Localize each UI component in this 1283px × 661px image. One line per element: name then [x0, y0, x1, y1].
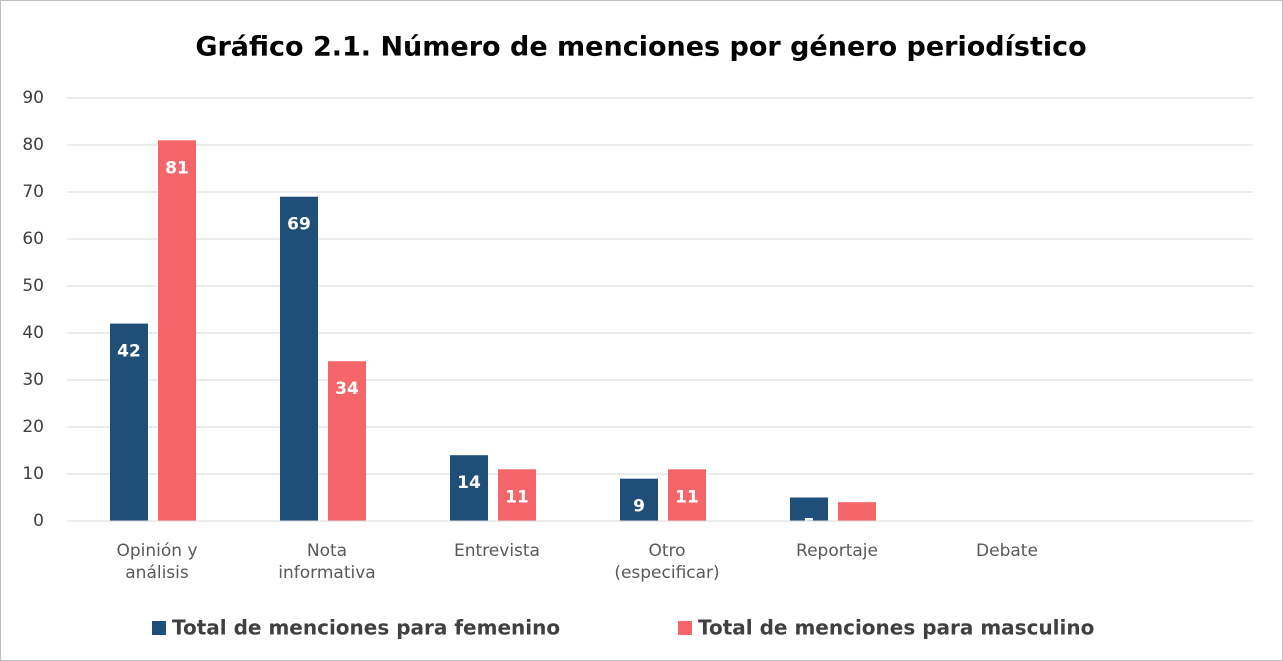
legend-swatch — [678, 621, 692, 635]
data-label: 14 — [457, 473, 481, 493]
x-tick-label: Debate — [976, 541, 1038, 561]
data-label: 34 — [335, 379, 359, 399]
y-tick-label: 40 — [22, 323, 44, 343]
x-tick-label: Entrevista — [454, 541, 540, 561]
legend-label: Total de menciones para femenino — [172, 616, 560, 640]
y-tick-label: 70 — [22, 182, 44, 202]
data-label: 69 — [287, 215, 311, 235]
y-tick-label: 30 — [22, 370, 44, 390]
bar — [328, 361, 366, 521]
y-tick-label: 50 — [22, 276, 44, 296]
y-tick-label: 80 — [22, 135, 44, 155]
bar — [450, 455, 488, 521]
y-tick-label: 60 — [22, 229, 44, 249]
y-tick-label: 10 — [22, 464, 44, 484]
data-label: 5 — [803, 516, 815, 536]
bar — [110, 323, 148, 521]
bar — [838, 502, 876, 521]
y-tick-label: 90 — [22, 88, 44, 108]
data-label: 4 — [851, 520, 863, 540]
chart-title: Gráfico 2.1. Número de menciones por gén… — [195, 32, 1086, 63]
data-label: 11 — [505, 487, 529, 507]
bar — [790, 497, 828, 521]
y-tick-label: 0 — [33, 511, 44, 531]
y-tick-label: 20 — [22, 417, 44, 437]
bar — [280, 196, 318, 521]
x-tick-label: Nota informativa — [278, 541, 375, 583]
data-label: 42 — [117, 342, 141, 362]
data-label: 81 — [165, 158, 189, 178]
bar — [158, 140, 196, 522]
data-label: 9 — [633, 497, 645, 517]
x-tick-label: Reportaje — [796, 541, 878, 561]
legend-label: Total de menciones para masculino — [698, 616, 1094, 640]
bar — [668, 469, 706, 521]
bar — [620, 478, 658, 521]
legend-swatch — [152, 621, 166, 635]
x-tick-label: Opinión y análisis — [116, 541, 197, 583]
bar — [498, 469, 536, 521]
x-tick-label: Otro (especificar) — [614, 541, 719, 583]
data-label: 11 — [675, 487, 699, 507]
